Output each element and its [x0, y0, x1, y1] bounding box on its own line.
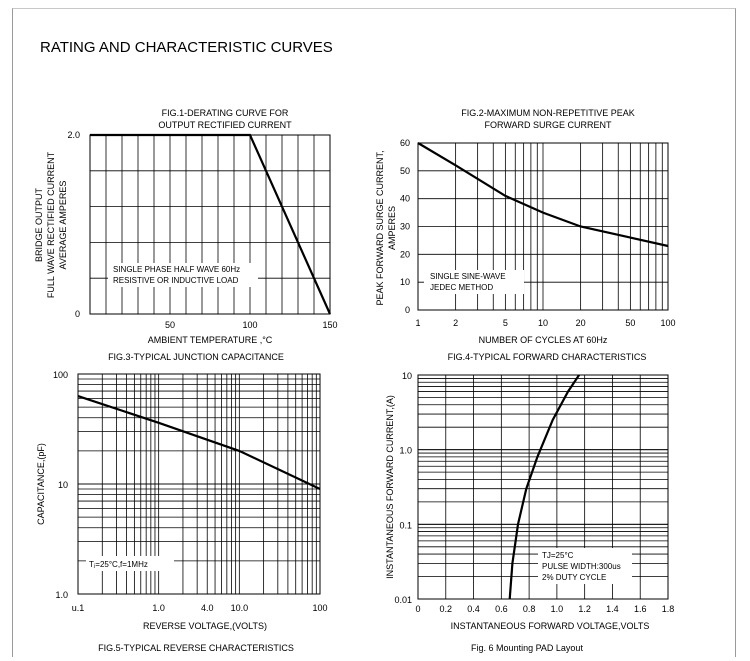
fig2-x-label: NUMBER OF CYCLES AT 60Hz: [479, 335, 608, 345]
fig2-y-tick-label: 30: [400, 222, 410, 232]
fig2-title-line2: FORWARD SURGE CURRENT: [484, 120, 612, 130]
fig4-x-tick-label: 0.2: [440, 604, 453, 614]
fig1-tick-labels: 50 100 150 0 2.0: [67, 130, 337, 330]
fig3-capacitance-chart: FIG.3-TYPICAL JUNCTION CAPACITANCE u.1 1.…: [36, 352, 328, 631]
fig4-x-tick-label: 0: [415, 604, 420, 614]
fig3-x-tick-label: 4.0: [201, 603, 214, 613]
fig2-x-tick-label: 20: [576, 318, 586, 328]
fig3-x-tick-label: u.1: [72, 603, 85, 613]
fig4-x-tick-label: 1.4: [606, 604, 619, 614]
fig2-y-tick-label: 0: [405, 305, 410, 315]
fig2-y-label-line2: AMPERES: [387, 206, 397, 250]
fig3-y-tick-label: 100: [53, 370, 68, 380]
fig4-y-tick-label: 10: [402, 371, 412, 381]
fig3-x-tick-label: 1.0: [152, 603, 165, 613]
fig2-y-tick-label: 10: [400, 277, 410, 287]
fig4-x-label: INSTANTANEOUS FORWARD VOLTAGE,VOLTS: [451, 621, 650, 631]
fig3-y-tick-label: 1.0: [55, 590, 68, 600]
fig1-plot-frame: [89, 134, 331, 315]
fig4-x-tick-label: 1.2: [578, 604, 591, 614]
fig4-tick-labels: 0 0.2 0.4 0.6 0.8 1.0 1.2 1.4 1.6 1.8 0.01 0.1 1.0 10: [394, 371, 674, 614]
fig2-x-tick-label: 1: [415, 318, 420, 328]
fig2-tick-labels: 1 2 5 10 20 50 100 0 10 20 30 40 50 60: [400, 138, 676, 328]
fig2-surge-curve: [417, 142, 669, 248]
fig4-x-tick-label: 1.6: [634, 604, 647, 614]
fig2-x-tick-label: 5: [503, 318, 508, 328]
fig1-grid: [90, 135, 330, 314]
fig4-x-tick-label: 0.6: [495, 604, 508, 614]
fig6-caption: Fig. 6 Mounting PAD Layout: [471, 643, 583, 653]
fig1-annotation-line1: SINGLE PHASE HALF WAVE 60Hz: [113, 265, 240, 274]
fig4-annotation-line3: 2% DUTY CYCLE: [542, 573, 606, 582]
fig5-caption: FIG.5-TYPICAL REVERSE CHARACTERISTICS: [98, 643, 294, 653]
fig2-annotation-line2: JEDEC METHOD: [430, 283, 493, 292]
fig1-y-label-line1: BRIDGE OUTPUT: [34, 188, 44, 263]
fig3-annotation-box: [86, 556, 174, 571]
fig2-annotation-box: [424, 270, 524, 294]
fig2-y-tick-label: 20: [400, 249, 410, 259]
fig3-x-label: REVERSE VOLTAGE,(VOLTS): [143, 621, 267, 631]
fig1-y-label-line3: AVERAGE AMPERES: [58, 181, 68, 270]
datasheet-page: [12, 8, 736, 657]
fig4-title: FIG.4-TYPICAL FORWARD CHARACTERISTICS: [448, 352, 647, 362]
fig1-y-tick-label: 2.0: [67, 130, 80, 140]
fig1-annotation-box: [108, 263, 258, 287]
fig4-annotation-box: [538, 548, 632, 584]
fig3-tick-labels: u.1 1.0 4.0 10.0 100 1.0 10 100: [53, 370, 328, 613]
fig4-y-tick-label: 1.0: [399, 446, 412, 456]
fig1-y-tick-label: 0: [75, 309, 80, 319]
fig1-title-line1: FIG.1-DERATING CURVE FOR: [162, 108, 289, 118]
fig2-title-line1: FIG.2-MAXIMUM NON-REPETITIVE PEAK: [461, 108, 635, 118]
fig1-title-line2: OUTPUT RECTIFIED CURRENT: [158, 120, 292, 130]
fig4-y-tick-label: 0.1: [399, 520, 412, 530]
fig4-x-tick-label: 1.0: [551, 604, 564, 614]
fig2-x-tick-label: 100: [660, 318, 675, 328]
fig3-title: FIG.3-TYPICAL JUNCTION CAPACITANCE: [108, 352, 284, 362]
fig2-x-tick-label: 10: [538, 318, 548, 328]
fig4-forward-curve: [508, 374, 581, 600]
fig2-plot-frame: [417, 142, 669, 311]
fig2-annotation-line1: SINGLE SINE-WAVE: [430, 272, 506, 281]
fig1-y-label-line2: FULL WAVE RECTIFIED CURRENT: [46, 151, 56, 298]
fig4-y-tick-label: 0.01: [394, 595, 412, 605]
fig1-x-tick-label: 50: [165, 320, 175, 330]
fig3-y-label: CAPACITANCE,(pF): [36, 443, 46, 525]
fig4-plot-frame: [417, 374, 669, 600]
fig2-y-tick-label: 40: [400, 194, 410, 204]
fig1-x-tick-label: 150: [322, 320, 337, 330]
fig3-x-tick-label: 100: [312, 603, 327, 613]
fig1-derating-chart: FIG.1-DERATING CURVE FOR OUTPUT RECTIFIE…: [34, 108, 338, 345]
fig4-x-tick-label: 0.4: [467, 604, 480, 614]
fig3-capacitance-curve: [77, 395, 321, 490]
fig1-annotation-line2: RESISTIVE OR INDUCTIVE LOAD: [113, 276, 239, 285]
fig4-y-label: INSTANTANEOUS FORWARD CURRENT,(A): [385, 395, 395, 579]
fig2-y-tick-label: 50: [400, 166, 410, 176]
page-title: RATING AND CHARACTERISTIC CURVES: [40, 39, 333, 56]
fig4-annotation-line1: TJ=25°C: [542, 551, 574, 560]
fig3-annotation: Tⱼ=25°C,f=1MHz: [89, 560, 148, 569]
fig2-y-label-line1: PEAK FORWARD SURGE CURRENT,: [375, 150, 385, 305]
fig2-y-tick-label: 60: [400, 138, 410, 148]
fig2-x-tick-label: 2: [453, 318, 458, 328]
fig1-x-tick-label: 100: [242, 320, 257, 330]
fig3-plot-frame: [77, 373, 321, 595]
fig3-y-tick-label: 10: [58, 480, 68, 490]
fig2-x-tick-label: 50: [625, 318, 635, 328]
fig3-grid: [78, 374, 320, 594]
fig4-x-tick-label: 1.8: [662, 604, 675, 614]
fig3-x-tick-label: 10.0: [231, 603, 249, 613]
fig4-x-tick-label: 0.8: [523, 604, 536, 614]
fig1-x-label: AMBIENT TEMPERATURE ,°C: [148, 335, 273, 345]
fig4-annotation-line2: PULSE WIDTH:300us: [542, 562, 621, 571]
fig2-surge-chart: FIG.2-MAXIMUM NON-REPETITIVE PEAK FORWAR…: [375, 108, 676, 345]
fig1-derating-curve: [90, 133, 332, 315]
